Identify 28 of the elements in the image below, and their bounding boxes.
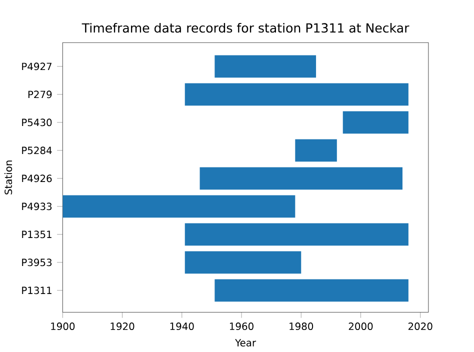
bar	[214, 55, 316, 78]
y-tick-label: P5430	[22, 118, 52, 126]
y-tick-label: P4933	[22, 202, 52, 210]
x-axis-title: Year	[235, 339, 256, 347]
y-tick-label: P279	[28, 90, 52, 98]
y-tick-label: P4927	[22, 62, 52, 70]
x-tick-label: 1920	[110, 322, 134, 330]
y-tick-label: P3953	[22, 258, 52, 266]
bar	[214, 279, 408, 302]
bar	[184, 83, 408, 106]
x-tick-label: 1980	[290, 322, 314, 330]
chart-title: Timeframe data records for station P1311 at Neckar	[82, 23, 410, 33]
bar	[295, 139, 337, 162]
y-tick-label: P1311	[22, 286, 52, 294]
y-tick-label: P4926	[22, 174, 52, 182]
x-tick-label: 2020	[408, 322, 432, 330]
bar	[62, 195, 296, 218]
x-tick-label: 1940	[170, 322, 194, 330]
bar	[200, 167, 402, 190]
y-axis-title: Station	[4, 160, 12, 194]
x-tick-label: 1900	[51, 322, 75, 330]
y-tick-label: P5284	[22, 146, 52, 154]
y-tick-label: P1351	[22, 230, 52, 238]
x-tick-label: 1960	[230, 322, 254, 330]
x-tick-label: 2000	[348, 322, 373, 330]
bar	[342, 111, 408, 134]
bar	[184, 251, 302, 274]
bar	[184, 223, 408, 246]
